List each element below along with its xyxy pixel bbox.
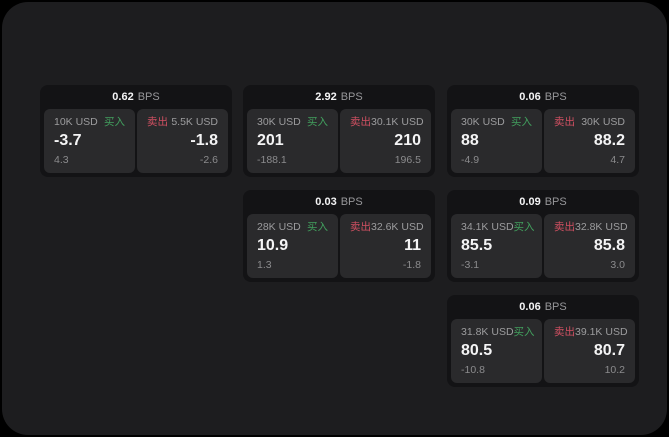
sell-price: 210 (394, 132, 421, 149)
sell-side-label: 卖出 (554, 326, 575, 338)
buy-price: 80.5 (461, 342, 493, 359)
bps-unit-label: BPS (544, 196, 567, 208)
bps-value: 0.09 (519, 196, 541, 208)
buy-delta: -188.1 (257, 154, 287, 166)
sell-delta: 10.2 (604, 364, 625, 376)
sell-tile[interactable]: 卖出 30.1K USD 210 196.5 (340, 109, 431, 173)
bps-unit-label: BPS (340, 91, 363, 103)
sell-tile[interactable]: 卖出 5.5K USD -1.8 -2.6 (137, 109, 228, 173)
sell-price: 11 (404, 237, 421, 254)
sell-price: 88.2 (593, 132, 625, 149)
quote-card-3: 0.06 BPS 30K USD 买入 88 -4.9 卖出 30K USD 8… (447, 85, 639, 177)
buy-side-label: 买入 (511, 116, 532, 128)
sell-size-label: 30.1K USD (371, 116, 424, 128)
buy-tile[interactable]: 28K USD 买入 10.9 1.3 (247, 214, 338, 278)
bps-value: 0.62 (112, 91, 134, 103)
sell-side-label: 卖出 (147, 116, 168, 128)
buy-side-label: 买入 (104, 116, 125, 128)
sell-price: -1.8 (190, 132, 218, 149)
sell-side-label: 卖出 (350, 116, 371, 128)
buy-price: 10.9 (257, 237, 289, 254)
buy-size-label: 30K USD (257, 116, 301, 128)
bps-header: 0.62 BPS (40, 85, 232, 109)
buy-side-label: 买入 (307, 116, 328, 128)
buy-price: 88 (461, 132, 479, 149)
bps-value: 0.03 (315, 196, 337, 208)
bps-header: 0.03 BPS (243, 190, 435, 214)
sell-tile[interactable]: 卖出 39.1K USD 80.7 10.2 (544, 319, 635, 383)
quote-card-2: 2.92 BPS 30K USD 买入 201 -188.1 卖出 30.1K … (243, 85, 435, 177)
buy-price: 201 (257, 132, 284, 149)
buy-delta: -4.9 (461, 154, 480, 166)
quote-body: 30K USD 买入 201 -188.1 卖出 30.1K USD 210 1… (243, 109, 435, 177)
buy-delta: -3.1 (461, 259, 480, 271)
bps-value: 0.06 (519, 91, 541, 103)
bps-header: 0.06 BPS (447, 295, 639, 319)
sell-price: 85.8 (593, 237, 625, 254)
buy-delta: -10.8 (461, 364, 485, 376)
buy-tile[interactable]: 30K USD 买入 88 -4.9 (451, 109, 542, 173)
quote-card-1: 0.62 BPS 10K USD 买入 -3.7 4.3 卖出 5.5K USD… (40, 85, 232, 177)
bps-value: 2.92 (315, 91, 337, 103)
buy-size-label: 31.8K USD (461, 326, 514, 338)
bps-unit-label: BPS (544, 91, 567, 103)
sell-side-label: 卖出 (350, 221, 371, 233)
sell-delta: -1.8 (402, 259, 421, 271)
quote-body: 10K USD 买入 -3.7 4.3 卖出 5.5K USD -1.8 -2.… (40, 109, 232, 177)
sell-tile[interactable]: 卖出 30K USD 88.2 4.7 (544, 109, 635, 173)
sell-size-label: 32.6K USD (371, 221, 424, 233)
bps-value: 0.06 (519, 301, 541, 313)
sell-side-label: 卖出 (554, 116, 575, 128)
quote-body: 30K USD 买入 88 -4.9 卖出 30K USD 88.2 4.7 (447, 109, 639, 177)
quote-card-5: 0.09 BPS 34.1K USD 买入 85.5 -3.1 卖出 32.8K… (447, 190, 639, 282)
sell-delta: -2.6 (199, 154, 218, 166)
bps-header: 2.92 BPS (243, 85, 435, 109)
buy-price: 85.5 (461, 237, 493, 254)
sell-delta: 4.7 (610, 154, 625, 166)
buy-tile[interactable]: 31.8K USD 买入 80.5 -10.8 (451, 319, 542, 383)
bps-header: 0.06 BPS (447, 85, 639, 109)
sell-size-label: 5.5K USD (171, 116, 218, 128)
buy-size-label: 10K USD (54, 116, 98, 128)
buy-side-label: 买入 (513, 221, 535, 233)
sell-delta: 3.0 (610, 259, 625, 271)
quote-body: 31.8K USD 买入 80.5 -10.8 卖出 39.1K USD 80.… (447, 319, 639, 387)
buy-side-label: 买入 (307, 221, 328, 233)
bps-unit-label: BPS (544, 301, 567, 313)
buy-tile[interactable]: 34.1K USD 买入 85.5 -3.1 (451, 214, 542, 278)
bps-unit-label: BPS (137, 91, 160, 103)
sell-size-label: 39.1K USD (575, 326, 628, 338)
quote-card-6: 0.06 BPS 31.8K USD 买入 80.5 -10.8 卖出 39.1… (447, 295, 639, 387)
quote-body: 34.1K USD 买入 85.5 -3.1 卖出 32.8K USD 85.8… (447, 214, 639, 282)
bps-header: 0.09 BPS (447, 190, 639, 214)
buy-size-label: 34.1K USD (461, 221, 514, 233)
buy-price: -3.7 (54, 132, 82, 149)
quote-card-4: 0.03 BPS 28K USD 买入 10.9 1.3 卖出 32.6K US… (243, 190, 435, 282)
buy-tile[interactable]: 30K USD 买入 201 -188.1 (247, 109, 338, 173)
sell-size-label: 30K USD (581, 116, 625, 128)
sell-price: 80.7 (593, 342, 625, 359)
buy-size-label: 28K USD (257, 221, 301, 233)
sell-tile[interactable]: 卖出 32.8K USD 85.8 3.0 (544, 214, 635, 278)
buy-delta: 4.3 (54, 154, 69, 166)
buy-delta: 1.3 (257, 259, 272, 271)
sell-size-label: 32.8K USD (575, 221, 628, 233)
buy-size-label: 30K USD (461, 116, 505, 128)
bps-unit-label: BPS (340, 196, 363, 208)
sell-delta: 196.5 (394, 154, 421, 166)
buy-tile[interactable]: 10K USD 买入 -3.7 4.3 (44, 109, 135, 173)
sell-side-label: 卖出 (554, 221, 575, 233)
buy-side-label: 买入 (513, 326, 535, 338)
sell-tile[interactable]: 卖出 32.6K USD 11 -1.8 (340, 214, 431, 278)
quote-body: 28K USD 买入 10.9 1.3 卖出 32.6K USD 11 -1.8 (243, 214, 435, 282)
